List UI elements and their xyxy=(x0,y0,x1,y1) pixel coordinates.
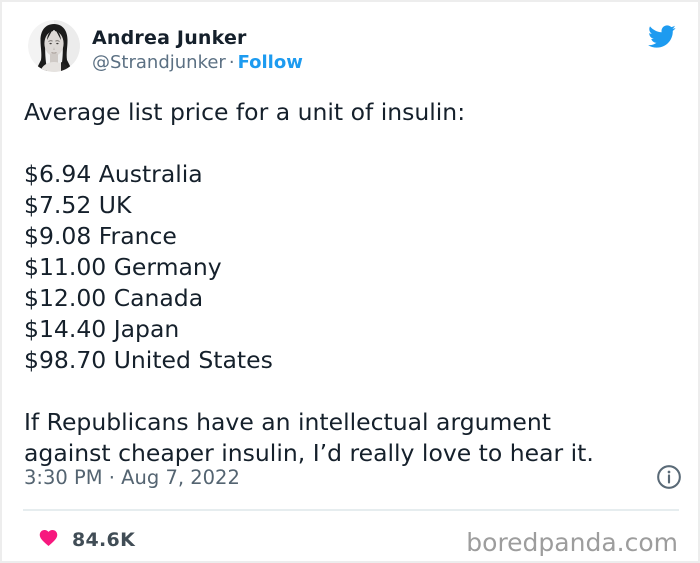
like-heart-icon[interactable] xyxy=(38,527,59,547)
heart-glyph xyxy=(39,530,58,547)
tweet-line: $11.00 Germany xyxy=(24,253,222,281)
info-icon[interactable] xyxy=(656,464,682,490)
tweet-line: Average list price for a unit of insulin… xyxy=(24,98,466,126)
info-icon-glyph xyxy=(657,465,681,489)
follow-button[interactable]: Follow xyxy=(237,52,303,73)
like-count[interactable]: 84.6K xyxy=(72,529,136,551)
tweet-line: $12.00 Canada xyxy=(24,284,204,312)
twitter-bird-glyph xyxy=(648,25,676,48)
tweet-line xyxy=(24,376,684,407)
tweet-line: $14.40 Japan xyxy=(24,315,180,343)
tweet-line xyxy=(24,128,684,159)
twitter-bird-icon[interactable] xyxy=(644,22,679,51)
tweet-line: $9.08 France xyxy=(24,222,177,250)
author-subline: @Strandjunker · Follow xyxy=(92,50,303,75)
tweet-line: against cheaper insulin, I’d really love… xyxy=(24,439,594,467)
tweet-line: $6.94 Australia xyxy=(24,160,203,188)
avatar[interactable] xyxy=(28,20,80,72)
handle-separator-dot: · xyxy=(228,52,235,73)
tweet-line: $7.52 UK xyxy=(24,191,132,219)
tweet-line: If Republicans have an intellectual argu… xyxy=(24,408,551,436)
tweet-timestamp[interactable]: 3:30 PM · Aug 7, 2022 xyxy=(24,466,240,489)
avatar-portrait-image xyxy=(28,20,80,72)
author-handle[interactable]: @Strandjunker xyxy=(92,52,226,73)
watermark-text: boredpanda.com xyxy=(466,528,678,557)
tweet-author-block: Andrea Junker @Strandjunker · Follow xyxy=(92,26,303,75)
tweet-text: Average list price for a unit of insulin… xyxy=(24,97,684,469)
author-name[interactable]: Andrea Junker xyxy=(92,27,247,49)
tweet-line: $98.70 United States xyxy=(24,346,273,374)
divider-line xyxy=(23,509,679,511)
